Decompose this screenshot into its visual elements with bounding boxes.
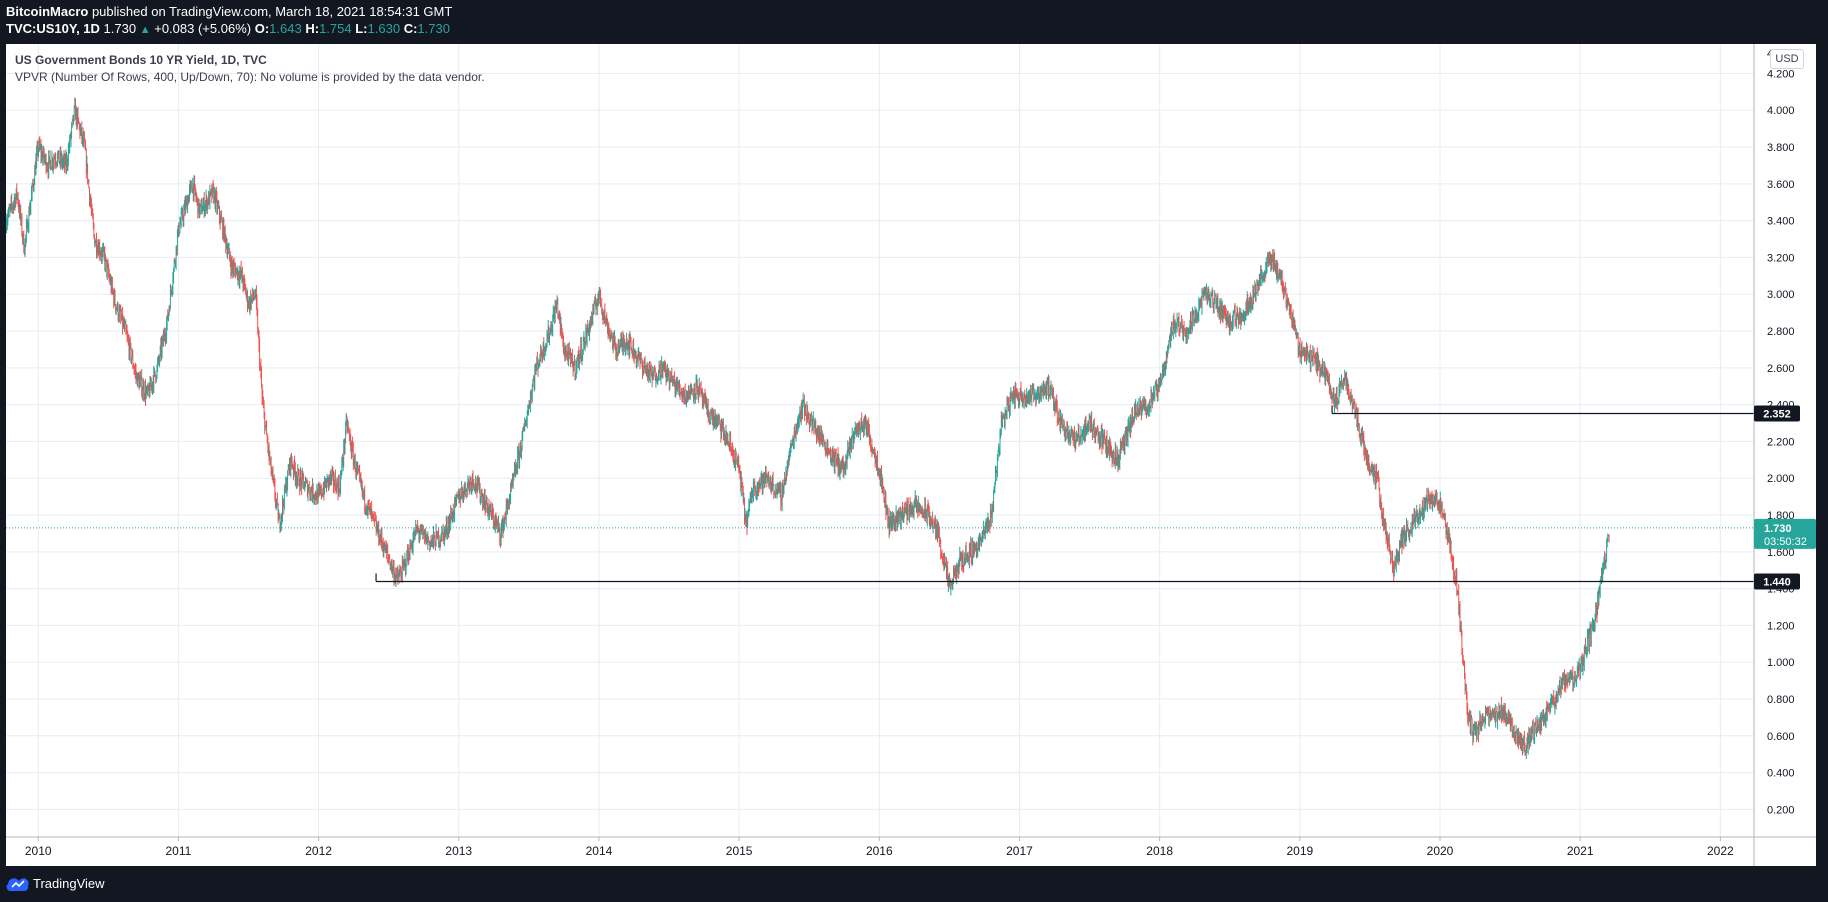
price-label-bg — [1754, 573, 1800, 590]
last-price-label: 1.730 — [1764, 523, 1792, 535]
y-tick-label: 2.200 — [1767, 436, 1795, 448]
tradingview-logo-icon[interactable] — [6, 876, 30, 892]
x-tick-label: 2018 — [1146, 844, 1173, 858]
y-tick-label: 0.800 — [1767, 694, 1795, 706]
y-tick-label: 1.600 — [1767, 547, 1795, 559]
price-label-bg — [1754, 405, 1800, 422]
y-tick-label: 0.200 — [1767, 804, 1795, 816]
x-tick-label: 2021 — [1567, 844, 1594, 858]
chart-header: BitcoinMacro published on TradingView.co… — [0, 0, 1828, 44]
y-tick-label: 2.600 — [1767, 363, 1795, 375]
close-value: 1.730 — [417, 21, 450, 36]
y-tick-label: 3.000 — [1767, 289, 1795, 301]
x-tick-label: 2014 — [586, 844, 613, 858]
last-price-label-bg — [1754, 518, 1816, 549]
chart-area[interactable]: 4.200 4.000 3.800 3.600 3.400 3.200 3.000 2.800… — [6, 44, 1816, 866]
publish-info: BitcoinMacro published on TradingView.co… — [6, 4, 452, 19]
price-change: +0.083 (+5.06%) — [154, 21, 252, 36]
footer-bar: TradingView — [0, 866, 1828, 902]
price-label: 1.440 — [1763, 577, 1791, 589]
y-tick-label: 1.000 — [1767, 657, 1795, 669]
low-label: L: — [355, 21, 368, 36]
x-tick-label: 2022 — [1707, 844, 1734, 858]
x-tick-label: 2010 — [25, 844, 52, 858]
price-label: 2.352 — [1763, 409, 1791, 421]
y-tick-label: 3.400 — [1767, 216, 1795, 228]
author-name[interactable]: BitcoinMacro — [6, 4, 89, 19]
y-tick-label: 0.600 — [1767, 731, 1795, 743]
y-tick-label: 3.800 — [1767, 142, 1795, 154]
x-tick-label: 2015 — [726, 844, 753, 858]
up-arrow-icon: ▲ — [139, 24, 151, 36]
y-tick-label: 4.000 — [1767, 105, 1795, 117]
x-tick-label: 2016 — [866, 844, 893, 858]
currency-button[interactable]: USD — [1770, 49, 1804, 69]
published-text: published on TradingView.com, March 18, … — [88, 4, 453, 19]
y-tick-label: 4.200 — [1767, 68, 1795, 80]
y-tick-label: 0.400 — [1767, 768, 1795, 780]
y-tick-label: 2.800 — [1767, 326, 1795, 338]
ohlc-line: TVC:US10Y, 1D 1.730 ▲ +0.083 (+5.06%) O:… — [6, 21, 450, 36]
x-tick-label: 2020 — [1427, 844, 1454, 858]
bar-countdown: 03:50:32 — [1764, 536, 1807, 548]
open-value: 1.643 — [269, 21, 302, 36]
price-chart[interactable]: 4.200 4.000 3.800 3.600 3.400 3.200 3.000 2.800… — [6, 44, 1816, 866]
x-tick-label: 2019 — [1286, 844, 1313, 858]
y-tick-label: 3.200 — [1767, 252, 1795, 264]
close-label: C: — [403, 21, 418, 36]
high-value: 1.754 — [319, 21, 352, 36]
tradingview-brand[interactable]: TradingView — [33, 876, 105, 891]
open-label: O: — [254, 21, 270, 36]
y-tick-label: 2.000 — [1767, 473, 1795, 485]
x-tick-label: 2012 — [305, 844, 332, 858]
x-tick-label: 2017 — [1006, 844, 1033, 858]
y-tick-label: 3.600 — [1767, 179, 1795, 191]
low-value: 1.630 — [367, 21, 401, 36]
x-tick-label: 2011 — [166, 844, 192, 858]
high-label: H: — [305, 21, 320, 36]
x-tick-label: 2013 — [445, 844, 472, 858]
symbol-interval: TVC:US10Y, 1D — [6, 21, 100, 36]
y-tick-label: 1.200 — [1767, 620, 1795, 632]
last-price: 1.730 — [103, 21, 137, 36]
